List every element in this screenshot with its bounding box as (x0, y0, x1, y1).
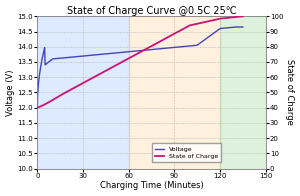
Legend: Voltage, State of Charge: Voltage, State of Charge (152, 143, 221, 162)
X-axis label: Charging Time (Minutes): Charging Time (Minutes) (100, 181, 203, 191)
Bar (129, 16, 220, 169)
Bar (220, 16, 266, 169)
Bar (37, 16, 129, 169)
Y-axis label: Voltage (V): Voltage (V) (6, 69, 15, 116)
Title: State of Charge Curve @0.5C 25℃: State of Charge Curve @0.5C 25℃ (67, 5, 236, 15)
Y-axis label: State of Charge: State of Charge (285, 59, 294, 125)
